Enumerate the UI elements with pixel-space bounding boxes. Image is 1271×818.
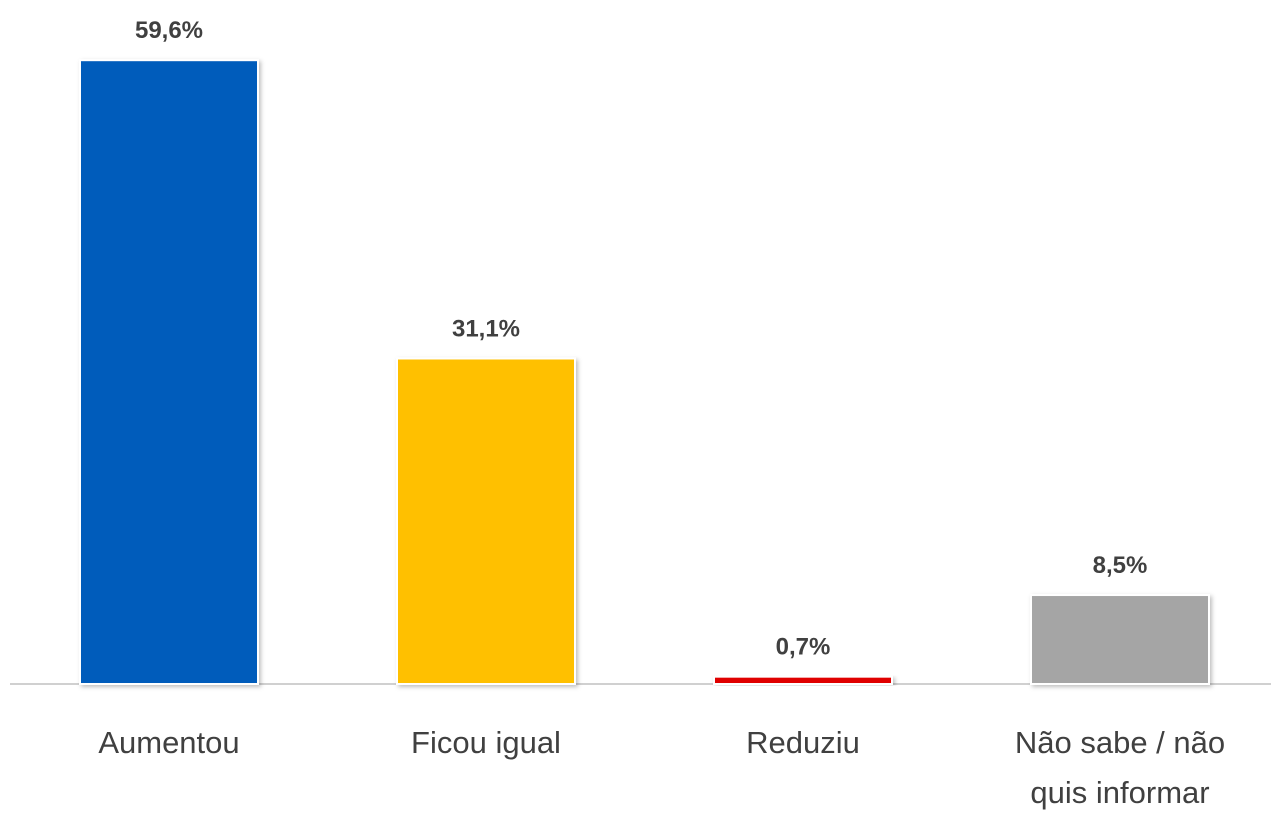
x-tick-label: Não sabe / não quis informar: [1014, 725, 1226, 810]
data-label: 0,7%: [776, 634, 831, 661]
x-tick-label: Reduziu: [746, 725, 860, 760]
bar: [713, 675, 893, 686]
data-label: 59,6%: [135, 17, 203, 44]
data-label: 8,5%: [1093, 552, 1148, 579]
x-tick-label: Aumentou: [98, 725, 240, 760]
bar: [79, 59, 259, 686]
bar: [396, 357, 576, 685]
bar: [1030, 594, 1210, 685]
x-tick-label: Ficou igual: [411, 725, 561, 760]
data-label: 31,1%: [452, 315, 520, 342]
